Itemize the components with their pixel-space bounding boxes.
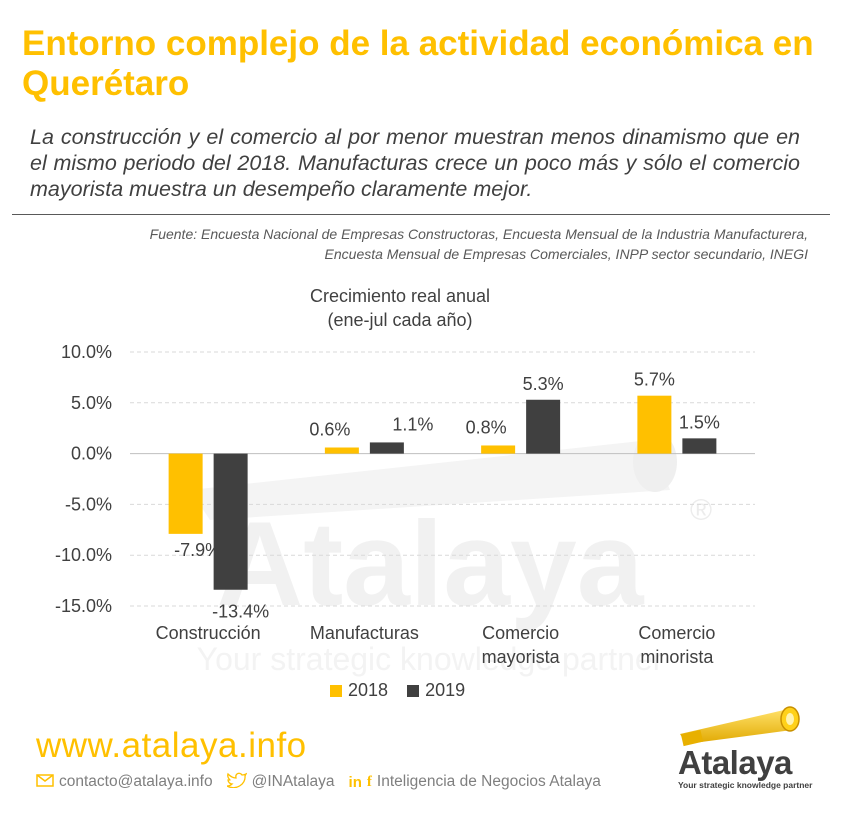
bar (369, 442, 404, 454)
data-label: 0.8% (466, 417, 507, 437)
data-label: 1.5% (679, 412, 720, 432)
linkedin-icon[interactable]: in (348, 773, 362, 791)
footer-contacts: contacto@atalaya.info @INAtalaya in f In… (36, 772, 601, 792)
category-label: Manufacturas (310, 623, 419, 643)
chart-title: Crecimiento real anual (ene-jul cada año… (230, 284, 570, 332)
category-label: Construcción (156, 623, 261, 643)
legend-swatch-2018 (330, 684, 342, 697)
legend-swatch-2019 (407, 684, 420, 697)
category-label: minorista (640, 647, 714, 667)
bar (526, 399, 561, 454)
category-label: Comercio (638, 623, 715, 643)
y-tick-label: -5.0% (65, 494, 112, 514)
data-label: -13.4% (212, 602, 269, 622)
website-link[interactable]: www.atalaya.info (36, 726, 307, 765)
divider (12, 214, 830, 215)
bar (637, 395, 672, 454)
legend-label-2018: 2018 (348, 680, 389, 700)
chart-legend: 2018 2019 (330, 680, 479, 702)
telescope-icon (680, 706, 800, 747)
data-label: 5.7% (634, 370, 675, 390)
bar (213, 453, 248, 590)
logo-tagline: Your strategic knowledge partner (678, 780, 813, 790)
y-tick-label: 10.0% (61, 342, 112, 362)
envelope-icon (36, 773, 54, 791)
legend-label-2019: 2019 (425, 680, 466, 700)
email-link[interactable]: contacto@atalaya.info (59, 773, 213, 790)
data-label: 1.1% (392, 414, 433, 434)
y-tick-label: 5.0% (71, 393, 112, 413)
twitter-icon (224, 772, 248, 792)
bar (481, 445, 516, 454)
data-label: 0.6% (309, 420, 350, 440)
chart-title-line-2: (ene-jul cada año) (327, 310, 473, 330)
bar (324, 447, 359, 454)
page-subtitle: La construcción y el comercio al por men… (30, 125, 800, 201)
legend-item-2018: 2018 (330, 680, 388, 701)
atalaya-logo: Atalaya Your strategic knowledge partner (672, 700, 812, 800)
social-name[interactable]: Inteligencia de Negocios Atalaya (376, 773, 601, 790)
twitter-handle[interactable]: @INAtalaya (251, 773, 335, 790)
y-tick-label: -15.0% (55, 596, 112, 616)
bar (168, 453, 203, 534)
bar (682, 438, 717, 454)
y-tick-label: -10.0% (55, 545, 112, 565)
data-label: 5.3% (523, 374, 564, 394)
source-note: Fuente: Encuesta Nacional de Empresas Co… (149, 226, 808, 262)
data-label: -7.9% (174, 540, 221, 560)
category-label: mayorista (482, 647, 561, 667)
legend-item-2019: 2019 (407, 680, 465, 701)
facebook-icon[interactable]: f (366, 773, 372, 790)
chart-title-line-1: Crecimiento real anual (309, 286, 491, 306)
page-title: Entorno complejo de la actividad económi… (22, 24, 814, 103)
bar-chart: 10.0% 5.0% 0.0% -5.0% -10.0% -15.0% -7.9% -13.4… (55, 342, 755, 667)
logo-word: Atalaya (678, 744, 792, 781)
y-tick-label: 0.0% (71, 444, 112, 464)
category-label: Comercio (482, 623, 559, 643)
